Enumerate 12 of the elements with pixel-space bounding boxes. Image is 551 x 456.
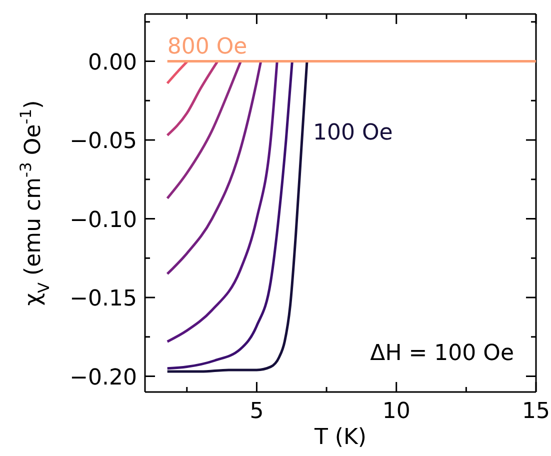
series-label: 100 Oe [312,120,393,146]
annotation: ΔH = 100 Oe [370,341,514,366]
x-tick-label: 5 [250,399,264,424]
x-tick-label: 10 [382,399,410,424]
y-tick-label: −0.20 [70,365,137,390]
series-label: 800 Oe [167,34,248,60]
y-tick-label: −0.05 [70,129,137,154]
y-tick-label: −0.10 [70,208,137,233]
y-tick-label: −0.15 [70,286,137,312]
x-tick-label: 15 [522,399,550,424]
y-tick-label: 0.00 [88,50,137,76]
x-axis-title: T (K) [313,425,367,450]
